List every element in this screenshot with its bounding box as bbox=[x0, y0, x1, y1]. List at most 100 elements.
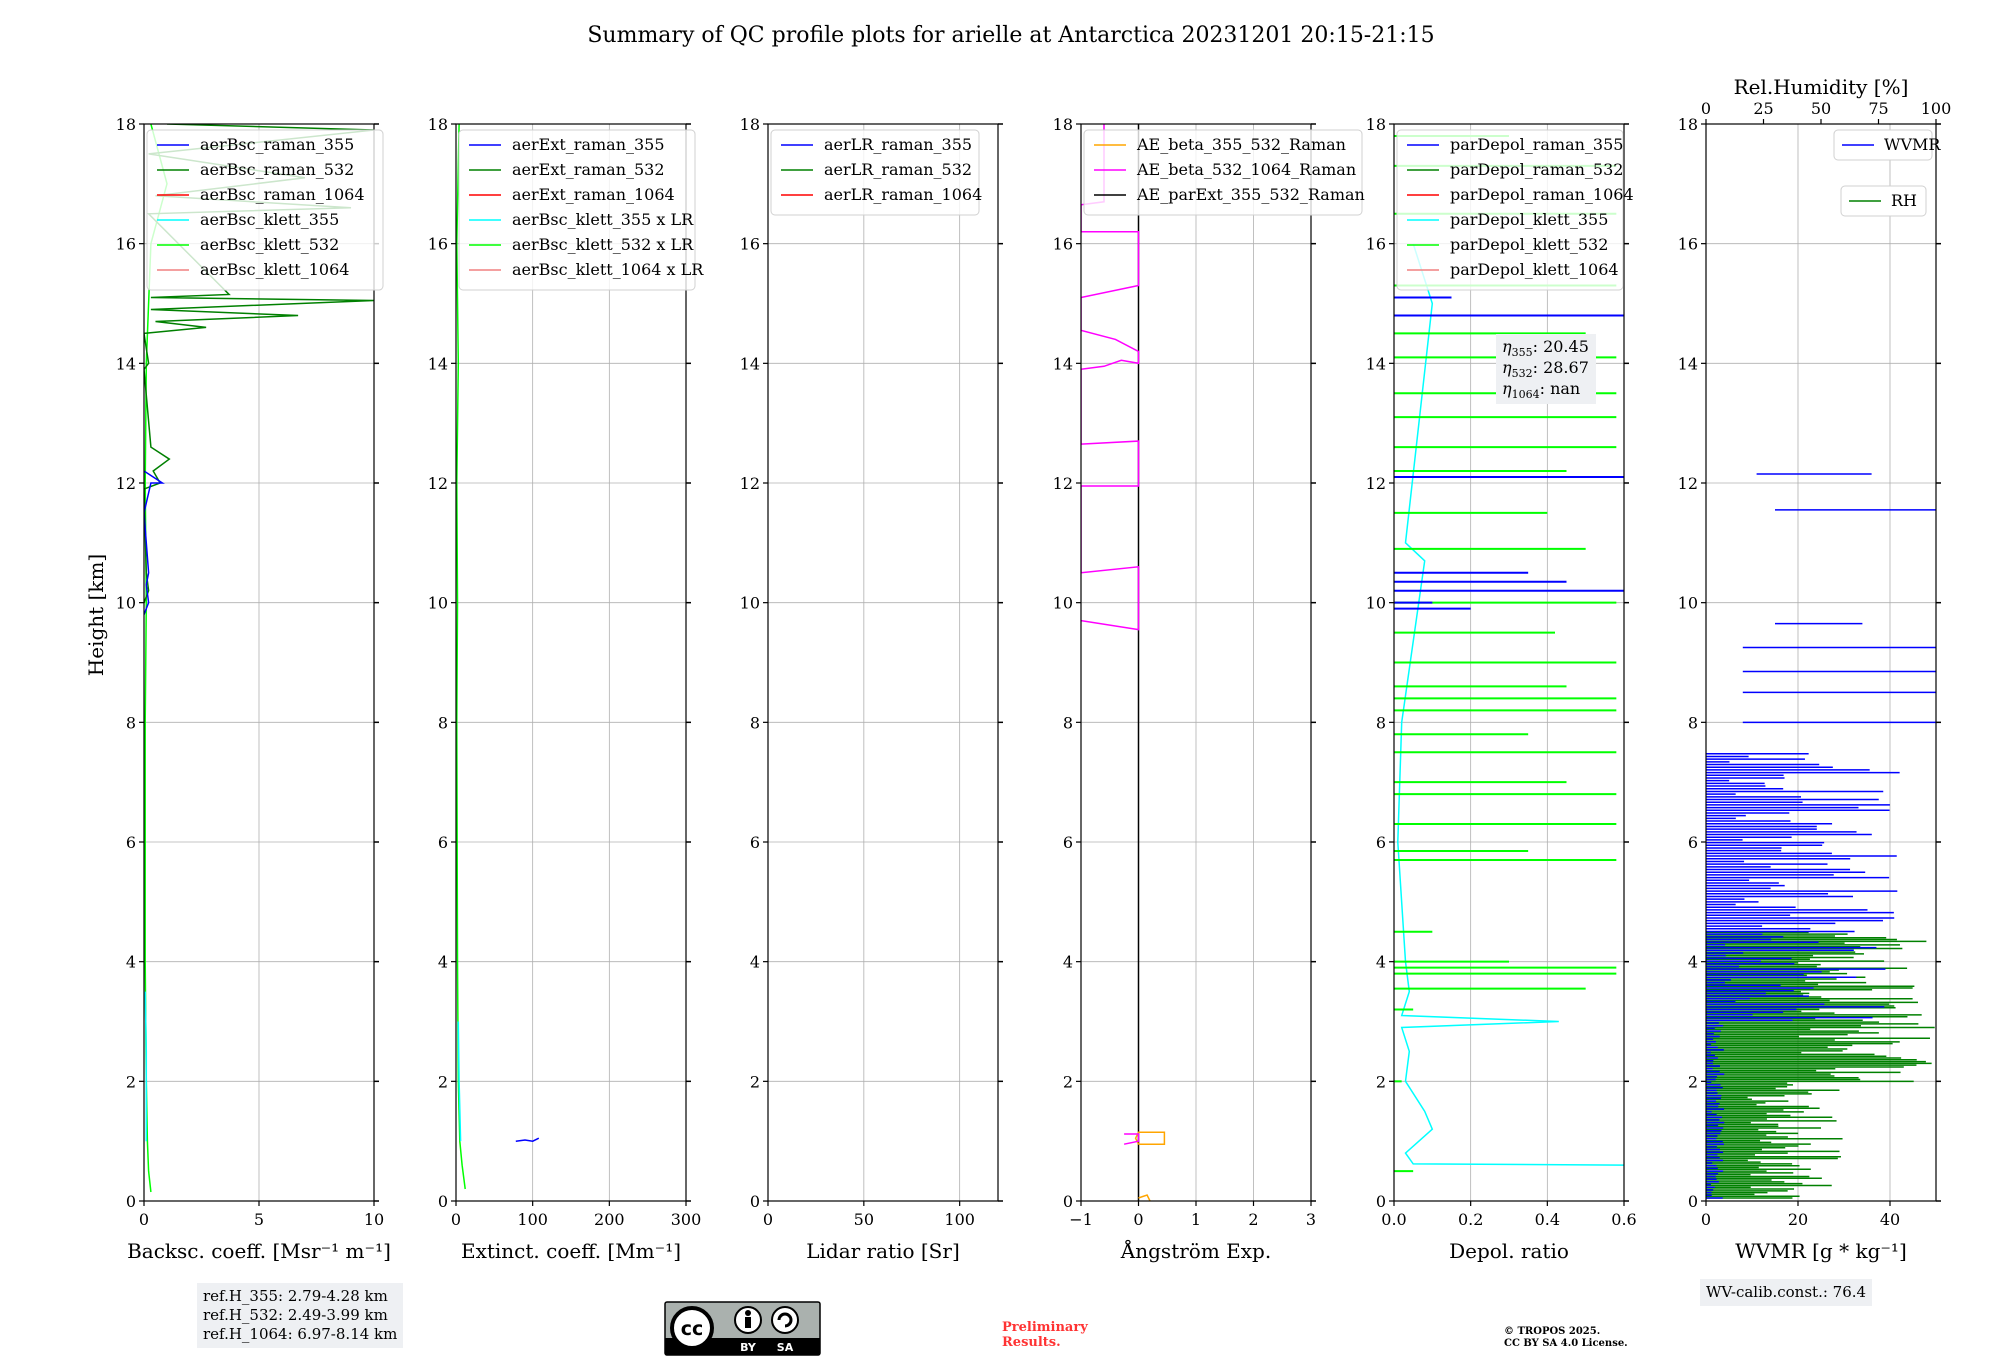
y-tick-label: 2 bbox=[126, 1072, 136, 1091]
cc-icon-label: cc bbox=[681, 1318, 704, 1340]
legend-label: aerBsc_raman_532 bbox=[200, 160, 354, 179]
legend: AE_beta_355_532_Raman AE_beta_532_1064_Ra… bbox=[1083, 129, 1365, 216]
reference-heights-box: ref.H_355: 2.79-4.28 km ref.H_532: 2.49-… bbox=[197, 1283, 404, 1348]
legend-label: aerBsc_klett_532 x LR bbox=[512, 235, 694, 254]
y-tick-label: 8 bbox=[1063, 713, 1073, 732]
y-tick-label: 0 bbox=[1063, 1192, 1073, 1211]
y-tick-label: 4 bbox=[438, 953, 448, 972]
legend-label: parDepol_klett_1064 bbox=[1450, 260, 1619, 279]
x2-tick-label: 100 bbox=[1921, 99, 1952, 118]
x-axis-label: Extinct. coeff. [Mm⁻¹] bbox=[461, 1239, 681, 1263]
y-tick-label: 2 bbox=[1688, 1072, 1698, 1091]
y-tick-label: 10 bbox=[116, 594, 136, 613]
legend-label: RH bbox=[1891, 191, 1917, 210]
cc-by-label: BY bbox=[740, 1341, 757, 1354]
y-tick-label: 16 bbox=[428, 235, 448, 254]
y-tick-label: 12 bbox=[1678, 474, 1698, 493]
x-tick-label: 0 bbox=[451, 1210, 461, 1229]
y-tick-label: 0 bbox=[1376, 1192, 1386, 1211]
cc-license-badge[interactable]: cc BY SA bbox=[664, 1301, 821, 1356]
legend-label: AE_parExt_355_532_Raman bbox=[1136, 185, 1365, 204]
y-tick-label: 12 bbox=[1053, 474, 1073, 493]
x-tick-label: 300 bbox=[671, 1210, 702, 1229]
figure-title: Summary of QC profile plots for arielle … bbox=[587, 23, 1434, 48]
series-aerExt_raman_355 bbox=[515, 1137, 540, 1142]
x-axis-label: WVMR [g * kg⁻¹] bbox=[1735, 1239, 1907, 1263]
legend-label: AE_beta_355_532_Raman bbox=[1136, 135, 1346, 154]
y-tick-label: 18 bbox=[740, 115, 760, 134]
legend-label: aerBsc_klett_532 bbox=[200, 235, 339, 254]
x-tick-label: 50 bbox=[854, 1210, 874, 1229]
y-tick-label: 18 bbox=[1366, 115, 1386, 134]
series-aerBsc_klett_355 bbox=[144, 991, 148, 1142]
y-tick-label: 0 bbox=[750, 1192, 760, 1211]
legend: parDepol_raman_355 parDepol_raman_532 parD… bbox=[1396, 129, 1634, 291]
y-tick-label: 16 bbox=[740, 235, 760, 254]
y-tick-label: 8 bbox=[750, 713, 760, 732]
legend-label: aerLR_raman_355 bbox=[824, 135, 972, 154]
x2-axis-label: Rel.Humidity [%] bbox=[1734, 75, 1909, 99]
legend-label: aerBsc_klett_1064 bbox=[200, 260, 349, 279]
legend-label: aerBsc_klett_1064 x LR bbox=[512, 260, 704, 279]
series-AE_beta_355_532_Raman bbox=[1134, 1131, 1166, 1145]
x-tick-label: 0 bbox=[1133, 1210, 1143, 1229]
copyright-line-1: © TROPOS 2025. bbox=[1504, 1326, 1601, 1337]
copyright-note: © TROPOS 2025. CC BY SA 4.0 License. bbox=[1504, 1326, 1628, 1350]
legend-label: aerLR_raman_1064 bbox=[824, 185, 982, 204]
legend-label: aerLR_raman_532 bbox=[824, 160, 972, 179]
y-tick-label: 10 bbox=[1366, 594, 1386, 613]
ref-height-532: ref.H_532: 2.49-3.99 km bbox=[203, 1306, 388, 1324]
x-tick-label: 20 bbox=[1788, 1210, 1808, 1229]
legend-wvmr: WVMR bbox=[1833, 129, 1941, 161]
x-axis-label: Backsc. coeff. [Msr⁻¹ m⁻¹] bbox=[127, 1239, 391, 1263]
preliminary-line-1: Preliminary bbox=[1002, 1320, 1088, 1335]
y-tick-label: 0 bbox=[126, 1192, 136, 1211]
y-tick-label: 0 bbox=[1688, 1192, 1698, 1211]
x-tick-label: 40 bbox=[1880, 1210, 1900, 1229]
y-tick-label: 18 bbox=[428, 115, 448, 134]
x-tick-label: 10 bbox=[364, 1210, 384, 1229]
x2-tick-label: 0 bbox=[1701, 99, 1711, 118]
y-tick-label: 12 bbox=[740, 474, 760, 493]
y-tick-label: 12 bbox=[428, 474, 448, 493]
x2-tick-label: 25 bbox=[1753, 99, 1773, 118]
y-tick-label: 2 bbox=[438, 1072, 448, 1091]
series-group bbox=[1394, 134, 1624, 1173]
y-tick-label: 14 bbox=[1678, 354, 1698, 373]
y-tick-label: 2 bbox=[1376, 1072, 1386, 1091]
y-tick-label: 6 bbox=[1063, 833, 1073, 852]
y-tick-label: 2 bbox=[750, 1072, 760, 1091]
legend-label: parDepol_raman_1064 bbox=[1450, 185, 1634, 204]
preliminary-line-2: Results. bbox=[1002, 1335, 1061, 1350]
legend-label: aerBsc_klett_355 x LR bbox=[512, 210, 694, 229]
legend: aerBsc_raman_355 aerBsc_raman_532 aerBsc_r… bbox=[146, 129, 384, 291]
y-tick-label: 10 bbox=[740, 594, 760, 613]
series-AE_beta_532_1064_Raman bbox=[1123, 1133, 1140, 1145]
x-tick-label: 0.6 bbox=[1611, 1210, 1636, 1229]
legend-label: aerBsc_klett_355 bbox=[200, 210, 339, 229]
x-tick-label: 1 bbox=[1191, 1210, 1201, 1229]
x-tick-label: 200 bbox=[594, 1210, 625, 1229]
legend-box bbox=[458, 129, 696, 291]
panel-2: 0 2 4 6 8 10 12 14 16 18 0 100 200 300 Extinct. coeff.… bbox=[428, 115, 705, 1263]
x-tick-label: −1 bbox=[1069, 1210, 1093, 1229]
ref-height-1064: ref.H_1064: 6.97-8.14 km bbox=[203, 1325, 398, 1343]
axes-frame bbox=[767, 123, 999, 1202]
y-tick-label: 16 bbox=[1366, 235, 1386, 254]
panel-5: 0 2 4 6 8 10 12 14 16 18 0.0 0.2 0.4 0.6 Depol. ratio p… bbox=[1366, 115, 1637, 1263]
y-tick-label: 4 bbox=[1063, 953, 1073, 972]
legend-label: AE_beta_532_1064_Raman bbox=[1136, 160, 1356, 179]
x-axis-label: Lidar ratio [Sr] bbox=[806, 1239, 960, 1263]
legend-label: aerExt_raman_1064 bbox=[512, 185, 675, 204]
x-tick-label: 100 bbox=[944, 1210, 975, 1229]
x-tick-label: 3 bbox=[1306, 1210, 1316, 1229]
y-tick-label: 16 bbox=[1678, 235, 1698, 254]
x-tick-label: 0 bbox=[139, 1210, 149, 1229]
legend-label: parDepol_klett_532 bbox=[1450, 235, 1608, 254]
eta-box bbox=[1496, 334, 1596, 404]
legend-label: aerExt_raman_355 bbox=[512, 135, 665, 154]
legend-box bbox=[146, 129, 384, 291]
